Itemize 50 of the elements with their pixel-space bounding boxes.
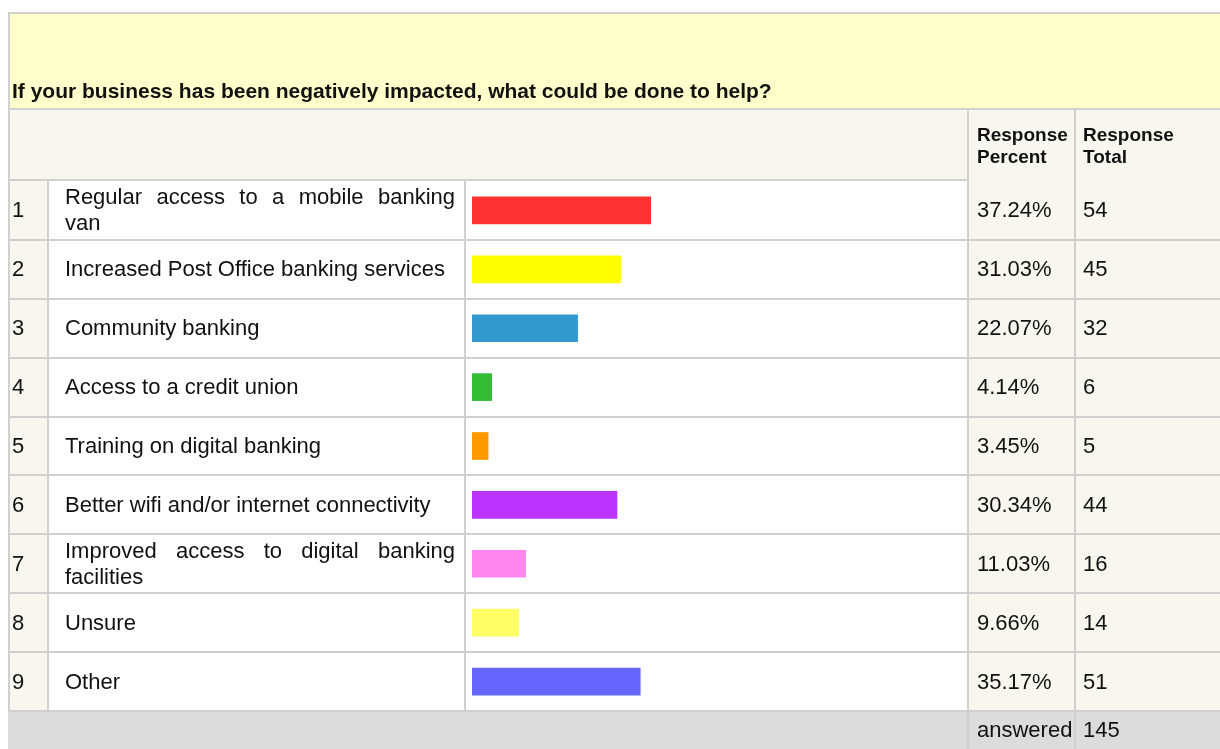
text: 4.14%	[977, 374, 1040, 401]
text: 35.17%	[977, 668, 1052, 695]
y-tick-label: Other	[65, 668, 121, 695]
chart-title: If your business has been negatively impacted, what could be done to help?	[12, 79, 772, 103]
bar	[472, 196, 651, 225]
y-tick-label: Access to a credit union	[65, 374, 299, 401]
text: 51	[1083, 668, 1108, 695]
text: 8	[12, 609, 25, 636]
bar	[472, 549, 527, 578]
text: 30.34%	[977, 491, 1052, 518]
text: 5	[1083, 432, 1096, 459]
text: 22.07%	[977, 315, 1052, 342]
y-tick-label: Unsure	[65, 609, 136, 636]
bar	[472, 491, 618, 519]
text: 4	[12, 374, 25, 401]
text: 11.03%	[977, 550, 1050, 577]
y-tick-label: Community banking	[65, 315, 260, 342]
text: Response Total	[1083, 123, 1175, 168]
text: 6	[12, 491, 25, 518]
text: 145	[1083, 717, 1120, 743]
bar	[472, 373, 493, 401]
text: 7	[12, 550, 25, 577]
y-tick-label: Regular access to a mobile banking van	[65, 184, 455, 237]
text: 3.45%	[977, 432, 1040, 459]
text: 5	[12, 432, 25, 459]
bar	[472, 314, 578, 343]
text: answered	[977, 717, 1073, 743]
text: 45	[1083, 256, 1108, 283]
y-tick-label: Better wifi and/or internet connectivity	[65, 491, 431, 518]
text: 1	[12, 197, 25, 224]
bar	[472, 432, 489, 460]
bar	[472, 667, 641, 696]
bar	[472, 255, 621, 284]
y-tick-label: Training on digital banking	[65, 432, 322, 459]
text: 2	[12, 256, 25, 283]
text: 3	[12, 315, 25, 342]
y-tick-label: Improved access to digital banking facilities	[65, 537, 455, 590]
text: 16	[1083, 550, 1108, 577]
text: 9.66%	[977, 609, 1040, 636]
y-tick-label: Increased Post Office banking services	[65, 256, 445, 283]
text: 6	[1083, 374, 1096, 401]
text: 44	[1083, 491, 1108, 518]
text: Response Percent	[977, 123, 1069, 168]
text: 37.24%	[977, 197, 1052, 224]
text: 54	[1083, 197, 1108, 224]
text: 31.03%	[977, 256, 1052, 283]
bar	[472, 608, 519, 637]
text: 14	[1083, 609, 1108, 636]
text: 9	[12, 668, 25, 695]
text: 32	[1083, 315, 1108, 342]
